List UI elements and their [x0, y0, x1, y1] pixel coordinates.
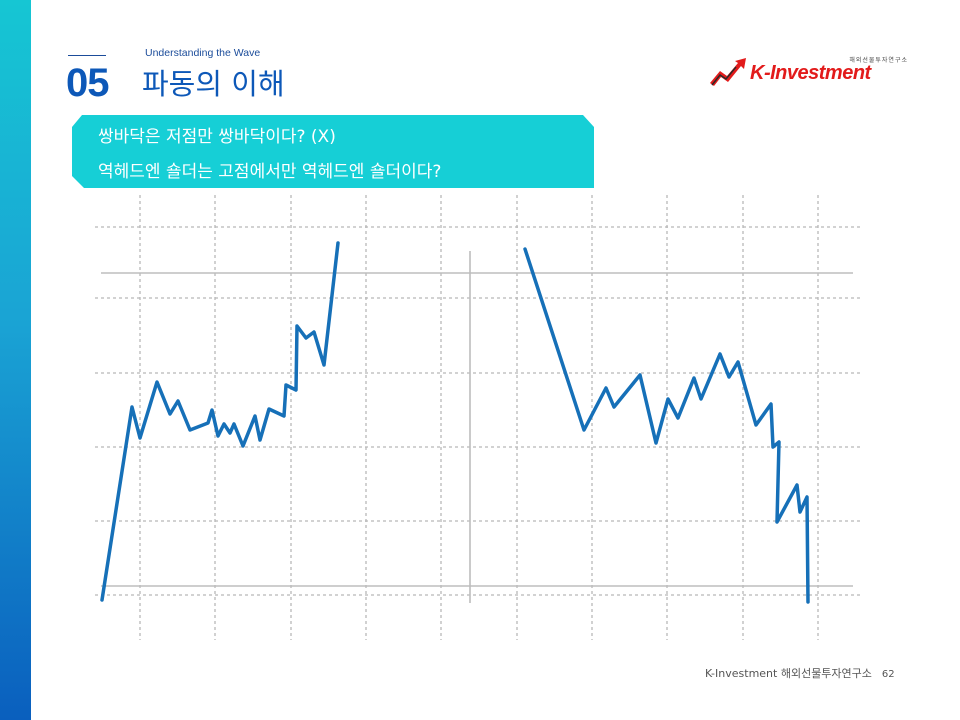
footer: K-Investment 해외선물투자연구소 62: [705, 665, 895, 681]
grid-horizontal-lines: [95, 226, 862, 596]
arrow-up-icon: [710, 58, 746, 86]
logo-brand-name: K-Investment: [750, 62, 871, 84]
left-accent-bar: [0, 0, 31, 720]
section-subtitle: Understanding the Wave: [145, 47, 261, 59]
page-number: 62: [881, 669, 895, 680]
section-number: 05: [66, 61, 109, 105]
section-divider: [68, 55, 106, 56]
grid-vertical-lines: [139, 195, 819, 640]
wave-line-right: [523, 247, 810, 604]
brand-logo: 해외선물투자연구소 K-Investment: [708, 55, 908, 89]
footer-text: K-Investment 해외선물투자연구소: [705, 667, 872, 680]
wave-line-left: [100, 241, 340, 602]
logo-tagline: 해외선물투자연구소: [849, 57, 908, 64]
callout-line-2: 역헤드엔 숄더는 고점에서만 역헤드엔 숄더이다?: [98, 162, 442, 182]
reference-lines: [101, 251, 853, 603]
callout-line-1: 쌍바닥은 저점만 쌍바닥이다? (X): [98, 127, 336, 147]
callout-banner: 쌍바닥은 저점만 쌍바닥이다? (X) 역헤드엔 숄더는 고점에서만 역헤드엔 …: [72, 115, 594, 188]
page-title: 파동의 이해: [142, 67, 285, 101]
